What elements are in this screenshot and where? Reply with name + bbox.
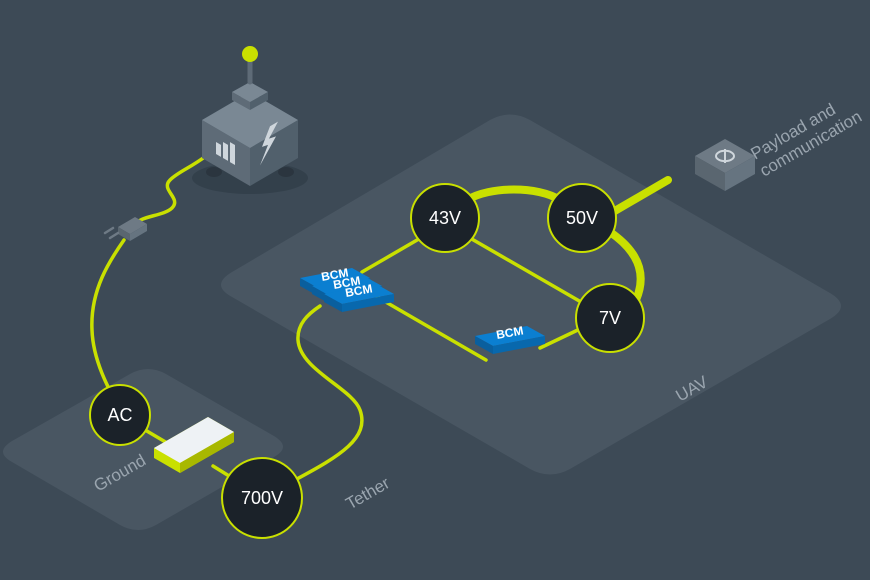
node-43v-label: 43V bbox=[429, 208, 461, 228]
node-43v: 43V bbox=[411, 184, 479, 252]
node-ac: AC bbox=[90, 385, 150, 445]
wire-generator-plug bbox=[136, 156, 206, 224]
power-diagram: BCMBCMBCM BCM AC 700V 43V 50V 7V Ground … bbox=[0, 0, 870, 580]
payload-box bbox=[695, 139, 755, 191]
node-50v: 50V bbox=[548, 184, 616, 252]
generator-light-icon bbox=[242, 46, 258, 62]
plug-icon bbox=[105, 217, 147, 241]
generator bbox=[192, 46, 308, 194]
node-7v-label: 7V bbox=[599, 308, 621, 328]
node-ac-label: AC bbox=[107, 405, 132, 425]
tether-label: Tether bbox=[343, 473, 394, 513]
node-700v: 700V bbox=[222, 458, 302, 538]
node-7v: 7V bbox=[576, 284, 644, 352]
node-700v-label: 700V bbox=[241, 488, 283, 508]
node-50v-label: 50V bbox=[566, 208, 598, 228]
